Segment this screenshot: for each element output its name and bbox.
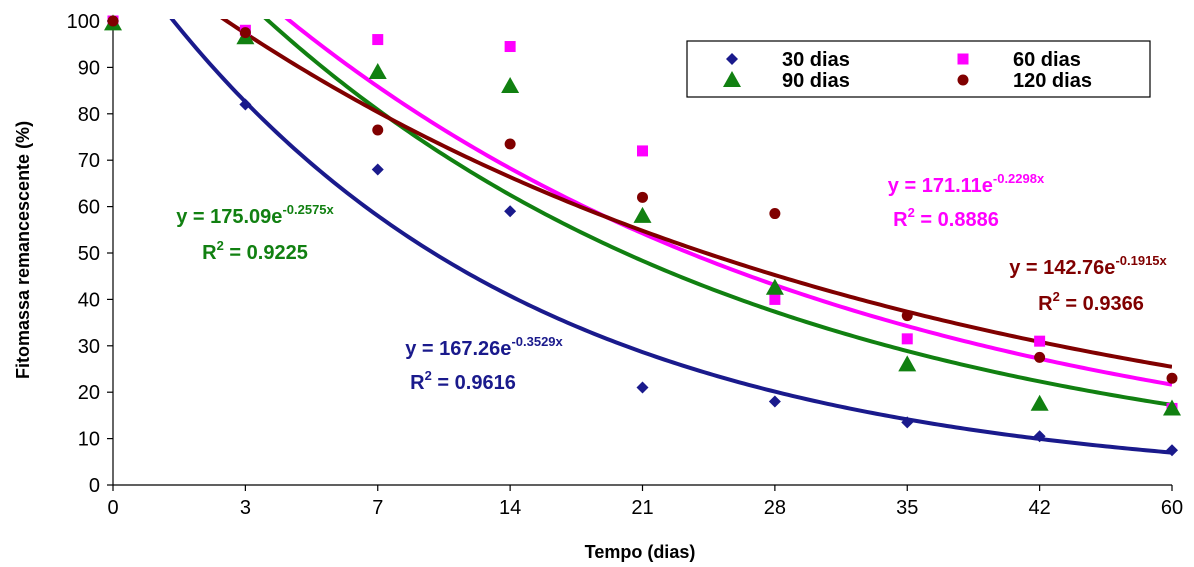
point-30-dias bbox=[636, 381, 649, 394]
x-tick-label: 28 bbox=[764, 497, 786, 519]
point-60-dias bbox=[637, 145, 648, 157]
point-120-dias bbox=[901, 310, 913, 322]
point-30-dias bbox=[239, 98, 252, 111]
data-points bbox=[104, 14, 1181, 457]
x-tick-label: 42 bbox=[1029, 497, 1051, 519]
legend-marker bbox=[957, 53, 969, 65]
legend-box bbox=[686, 40, 1151, 98]
legend-marker bbox=[957, 74, 969, 86]
equation-label: y = 142.76e-0.1915x bbox=[1009, 253, 1167, 279]
r-squared-label: R2 = 0.8886 bbox=[893, 205, 999, 231]
legend-marker bbox=[726, 53, 738, 65]
trendline-30-dias bbox=[169, 19, 1172, 455]
point-120-dias bbox=[637, 191, 648, 203]
trendlines bbox=[169, 19, 1172, 455]
x-tick-label: 35 bbox=[896, 497, 918, 519]
x-tick-label: 3 bbox=[240, 497, 251, 519]
legend-label: 120 dias bbox=[1013, 70, 1092, 92]
equation-label: y = 167.26e-0.3529x bbox=[405, 334, 563, 360]
x-tick-label: 60 bbox=[1161, 497, 1183, 519]
point-120-dias bbox=[769, 208, 781, 220]
x-tick-label: 21 bbox=[631, 497, 653, 519]
y-tick-label: 20 bbox=[78, 382, 100, 404]
point-60-dias bbox=[504, 41, 516, 53]
y-tick-label: 100 bbox=[67, 11, 100, 33]
trendline-60-dias bbox=[284, 19, 1172, 387]
point-120-dias bbox=[504, 138, 516, 150]
point-30-dias bbox=[1166, 444, 1178, 457]
y-tick-label: 0 bbox=[89, 475, 100, 497]
point-90-dias bbox=[368, 63, 387, 80]
point-120-dias bbox=[1166, 372, 1178, 384]
y-tick-label: 70 bbox=[78, 150, 100, 172]
point-60-dias bbox=[1034, 335, 1046, 347]
r-squared-label: R2 = 0.9366 bbox=[1038, 289, 1144, 315]
point-90-dias bbox=[501, 76, 520, 93]
point-90-dias bbox=[1163, 399, 1181, 416]
point-120-dias bbox=[107, 15, 119, 27]
point-30-dias bbox=[371, 163, 384, 176]
point-90-dias bbox=[633, 206, 652, 223]
point-30-dias bbox=[1033, 430, 1046, 443]
point-120-dias bbox=[239, 27, 251, 39]
axes: 0 10 20 30 40 50 60 70 80 90 100 0 3 7 14 21 28 35 42 60 bbox=[67, 11, 1184, 519]
point-30-dias bbox=[901, 416, 914, 429]
x-tick-label: 0 bbox=[107, 497, 118, 519]
point-90-dias bbox=[1030, 394, 1049, 411]
y-tick-label: 50 bbox=[78, 243, 100, 265]
point-120-dias bbox=[1034, 351, 1046, 363]
trendline-120-dias bbox=[220, 19, 1172, 369]
x-tick-label: 7 bbox=[372, 497, 383, 519]
y-axis-title: Fitomassa remancescente (%) bbox=[13, 121, 33, 379]
trendline-equations: y = 167.26e-0.3529x R2 = 0.9616 y = 171.11… bbox=[176, 171, 1167, 394]
point-120-dias bbox=[372, 124, 384, 136]
legend-label: 90 dias bbox=[782, 70, 850, 92]
x-axis-title: Tempo (dias) bbox=[585, 542, 696, 562]
y-tick-label: 40 bbox=[78, 289, 100, 311]
y-tick-label: 80 bbox=[78, 104, 100, 126]
r-squared-label: R2 = 0.9225 bbox=[202, 238, 308, 264]
point-90-dias bbox=[898, 355, 917, 372]
equation-label: y = 171.11e-0.2298x bbox=[888, 171, 1045, 197]
y-tick-label: 60 bbox=[78, 197, 100, 219]
y-tick-label: 90 bbox=[78, 57, 100, 79]
x-tick-label: 14 bbox=[499, 497, 521, 519]
legend-label: 60 dias bbox=[1013, 49, 1081, 71]
y-tick-label: 30 bbox=[78, 336, 100, 358]
point-30-dias bbox=[504, 205, 517, 218]
point-30-dias bbox=[768, 395, 781, 408]
trendline-90-dias bbox=[263, 19, 1172, 407]
point-60-dias bbox=[901, 333, 913, 345]
legend-label: 30 dias bbox=[782, 49, 850, 71]
legend: 30 dias 60 dias 90 dias 120 dias bbox=[686, 40, 1151, 98]
point-60-dias bbox=[372, 34, 384, 46]
r-squared-label: R2 = 0.9616 bbox=[410, 368, 516, 394]
point-90-dias bbox=[765, 278, 784, 295]
y-tick-label: 10 bbox=[78, 429, 100, 451]
legend-marker bbox=[723, 71, 741, 87]
point-60-dias bbox=[769, 293, 781, 305]
equation-label: y = 175.09e-0.2575x bbox=[176, 202, 334, 228]
